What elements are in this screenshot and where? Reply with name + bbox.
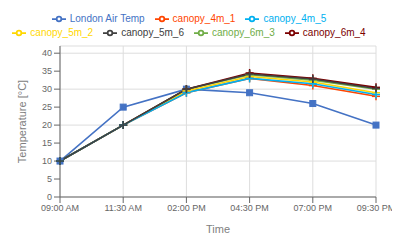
svg-text:40: 40 (42, 48, 52, 58)
svg-text:04:30 PM: 04:30 PM (230, 203, 269, 213)
html-text:canopy_4m_5: canopy_4m_5 (263, 12, 327, 24)
html-text:canopy_5m_2: canopy_5m_2 (30, 26, 94, 38)
html-text:canopy_5m_6: canopy_5m_6 (121, 26, 184, 38)
html-text:canopy_4m_1: canopy_4m_1 (172, 12, 236, 24)
svg-text:35: 35 (42, 66, 52, 76)
html-text:canopy_6m_4: canopy_6m_4 (302, 26, 366, 38)
svg-text:25: 25 (42, 102, 52, 112)
svg-text:5: 5 (47, 174, 52, 184)
svg-text:30: 30 (42, 84, 52, 94)
html-text:canopy_6m_3: canopy_6m_3 (212, 26, 275, 38)
svg-text:09:00 AM: 09:00 AM (41, 203, 79, 213)
svg-text:11:30 AM: 11:30 AM (105, 203, 142, 213)
svg-text:02:00 PM: 02:00 PM (167, 203, 206, 213)
svg-text:Time: Time (206, 223, 230, 235)
svg-text:15: 15 (42, 138, 52, 148)
svg-text:07:00 PM: 07:00 PM (294, 203, 333, 213)
svg-text:09:30 PM: 09:30 PM (357, 203, 392, 213)
svg-text:Temperature [°C]: Temperature [°C] (16, 80, 28, 163)
svg-text:20: 20 (42, 120, 52, 130)
svg-text:0: 0 (47, 192, 52, 202)
html-text:London Air Temp: London Air Temp (69, 12, 145, 24)
svg-text:10: 10 (42, 156, 52, 166)
